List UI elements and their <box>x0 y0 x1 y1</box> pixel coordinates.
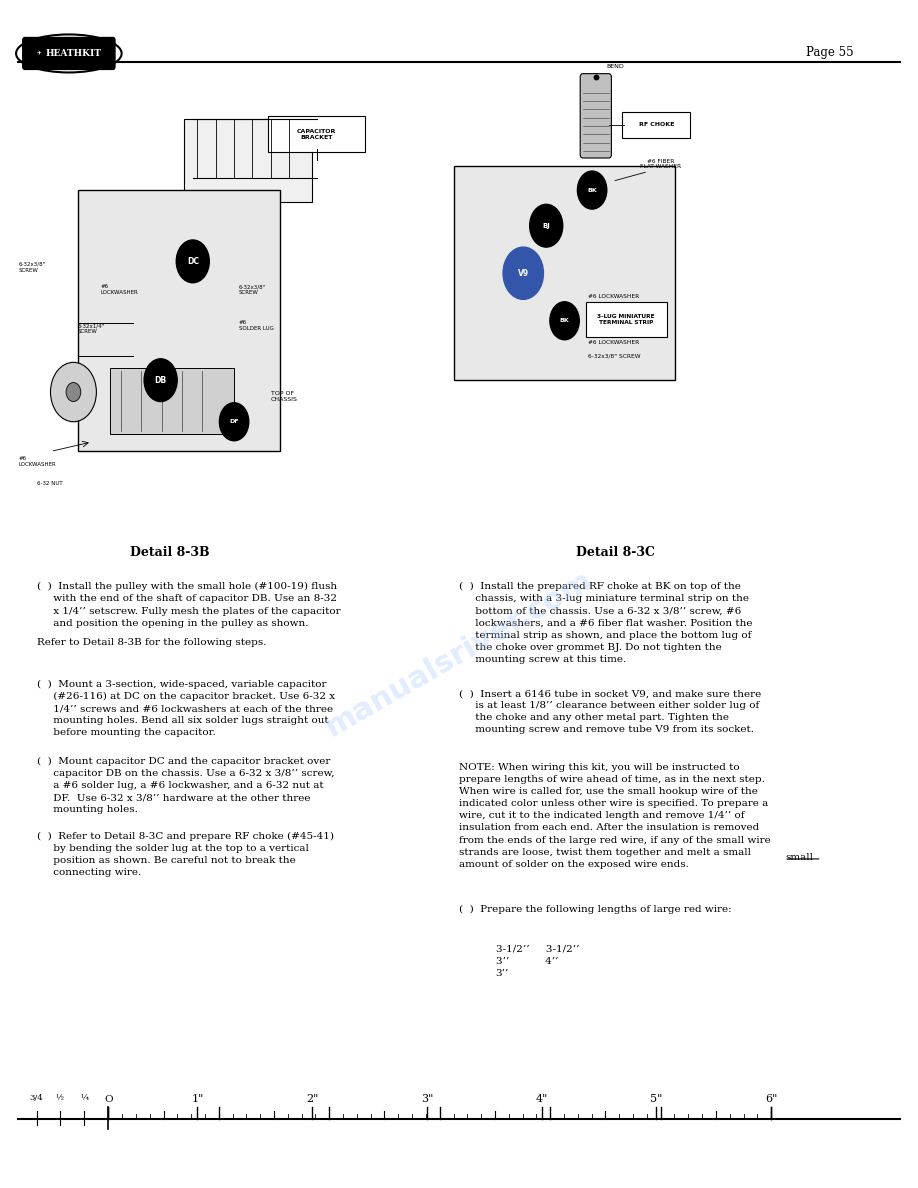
FancyBboxPatch shape <box>268 116 365 152</box>
Circle shape <box>144 359 177 402</box>
Text: Page 55: Page 55 <box>806 46 854 58</box>
Text: (  )  Mount a 3-section, wide-spaced, variable capacitor
     (#26-116) at DC on: ( ) Mount a 3-section, wide-spaced, vari… <box>37 680 335 738</box>
Text: 1": 1" <box>191 1094 204 1104</box>
Text: 2": 2" <box>306 1094 319 1104</box>
Text: (  )  Refer to Detail 8-3C and prepare RF choke (#45-41)
     by bending the sol: ( ) Refer to Detail 8-3C and prepare RF … <box>37 832 334 877</box>
Text: Refer to Detail 8-3B for the following steps.: Refer to Detail 8-3B for the following s… <box>37 638 266 647</box>
Text: O: O <box>104 1094 113 1104</box>
Text: (  )  Install the prepared RF choke at BK on top of the
     chassis, with a 3-l: ( ) Install the prepared RF choke at BK … <box>459 582 753 664</box>
Circle shape <box>577 171 607 209</box>
Text: manualsriver.com: manualsriver.com <box>320 565 598 741</box>
Text: BJ: BJ <box>543 222 550 229</box>
Text: 5": 5" <box>650 1094 663 1104</box>
FancyBboxPatch shape <box>622 112 690 138</box>
Text: RF CHOKE: RF CHOKE <box>639 122 674 127</box>
Circle shape <box>530 204 563 247</box>
Text: ✈: ✈ <box>36 51 41 56</box>
Circle shape <box>50 362 96 422</box>
Text: 6-32x1/4"
SCREW: 6-32x1/4" SCREW <box>78 323 106 334</box>
Circle shape <box>503 247 543 299</box>
Text: DB: DB <box>154 375 167 385</box>
FancyBboxPatch shape <box>110 368 234 434</box>
Text: #6
SOLDER LUG: #6 SOLDER LUG <box>239 320 274 331</box>
Text: 6": 6" <box>765 1094 778 1104</box>
Text: 6-32x3/8" SCREW: 6-32x3/8" SCREW <box>588 354 640 359</box>
Circle shape <box>550 302 579 340</box>
Text: #6 FIBER
FLAT WASHER: #6 FIBER FLAT WASHER <box>641 158 681 170</box>
Text: V9: V9 <box>518 268 529 278</box>
Circle shape <box>66 383 81 402</box>
Text: (  )  Prepare the following lengths of large red wire:: ( ) Prepare the following lengths of lar… <box>459 905 732 915</box>
Text: 6-32 NUT: 6-32 NUT <box>37 481 62 486</box>
Text: (  )  Mount capacitor DC and the capacitor bracket over
     capacitor DB on the: ( ) Mount capacitor DC and the capacitor… <box>37 757 334 815</box>
Circle shape <box>219 403 249 441</box>
Text: 6-32x3/8"
SCREW: 6-32x3/8" SCREW <box>239 284 266 296</box>
Text: 3-1/2’’     3-1/2’’
3’’           4’’
3’’: 3-1/2’’ 3-1/2’’ 3’’ 4’’ 3’’ <box>496 944 579 978</box>
FancyBboxPatch shape <box>454 166 675 380</box>
Text: TOP OF
CHASSIS: TOP OF CHASSIS <box>271 391 297 403</box>
FancyBboxPatch shape <box>78 190 280 451</box>
Text: #6 LOCKWASHER: #6 LOCKWASHER <box>588 295 639 299</box>
Text: CAPACITOR
BRACKET: CAPACITOR BRACKET <box>297 128 336 140</box>
Text: small: small <box>785 853 813 862</box>
Text: HEATHKIT: HEATHKIT <box>45 49 102 58</box>
Text: 3-LUG MINIATURE
TERMINAL STRIP: 3-LUG MINIATURE TERMINAL STRIP <box>598 314 655 326</box>
Text: BK: BK <box>588 188 597 192</box>
Text: NOTE: When wiring this kit, you will be instructed to
prepare lengths of wire ah: NOTE: When wiring this kit, you will be … <box>459 763 771 868</box>
Text: 6-32x3/8"
SCREW: 6-32x3/8" SCREW <box>18 261 46 273</box>
Text: Detail 8-3B: Detail 8-3B <box>130 546 209 558</box>
FancyBboxPatch shape <box>580 74 611 158</box>
Text: #6
LOCKWASHER: #6 LOCKWASHER <box>18 456 56 467</box>
Text: ¼: ¼ <box>81 1094 88 1102</box>
Text: DF: DF <box>230 419 239 424</box>
Text: #6
LOCKWASHER: #6 LOCKWASHER <box>101 284 139 296</box>
Text: ½: ½ <box>56 1094 63 1102</box>
FancyBboxPatch shape <box>22 37 116 70</box>
Text: 3/4: 3/4 <box>30 1094 43 1102</box>
Text: (  )  Install the pulley with the small hole (#100-19) flush
     with the end o: ( ) Install the pulley with the small ho… <box>37 582 341 627</box>
Text: (  )  Insert a 6146 tube in socket V9, and make sure there
     is at least 1/8’: ( ) Insert a 6146 tube in socket V9, and… <box>459 689 761 734</box>
Text: #6 LOCKWASHER: #6 LOCKWASHER <box>588 340 639 345</box>
Text: BK: BK <box>560 318 569 323</box>
Text: BEND: BEND <box>606 64 624 69</box>
Circle shape <box>176 240 209 283</box>
FancyBboxPatch shape <box>586 302 667 337</box>
FancyBboxPatch shape <box>184 119 312 202</box>
Text: 4": 4" <box>535 1094 548 1104</box>
Text: Detail 8-3C: Detail 8-3C <box>576 546 655 558</box>
Text: 3": 3" <box>420 1094 433 1104</box>
Text: DC: DC <box>186 257 199 266</box>
Ellipse shape <box>16 34 121 72</box>
